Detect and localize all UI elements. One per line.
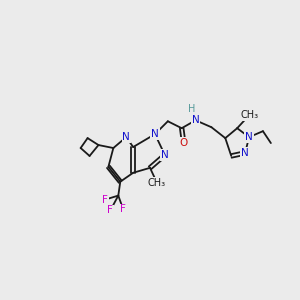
Text: N: N	[245, 132, 253, 142]
Text: F: F	[120, 204, 126, 214]
Text: O: O	[180, 138, 188, 148]
Text: CH₃: CH₃	[240, 110, 258, 120]
Text: CH₃: CH₃	[148, 178, 166, 188]
Text: N: N	[192, 115, 200, 125]
Text: F: F	[103, 194, 108, 205]
Text: H: H	[188, 104, 195, 114]
Text: N: N	[241, 148, 249, 158]
Text: F: F	[107, 206, 113, 215]
Text: N: N	[122, 132, 130, 142]
Text: N: N	[151, 129, 159, 139]
Text: N: N	[161, 150, 169, 160]
